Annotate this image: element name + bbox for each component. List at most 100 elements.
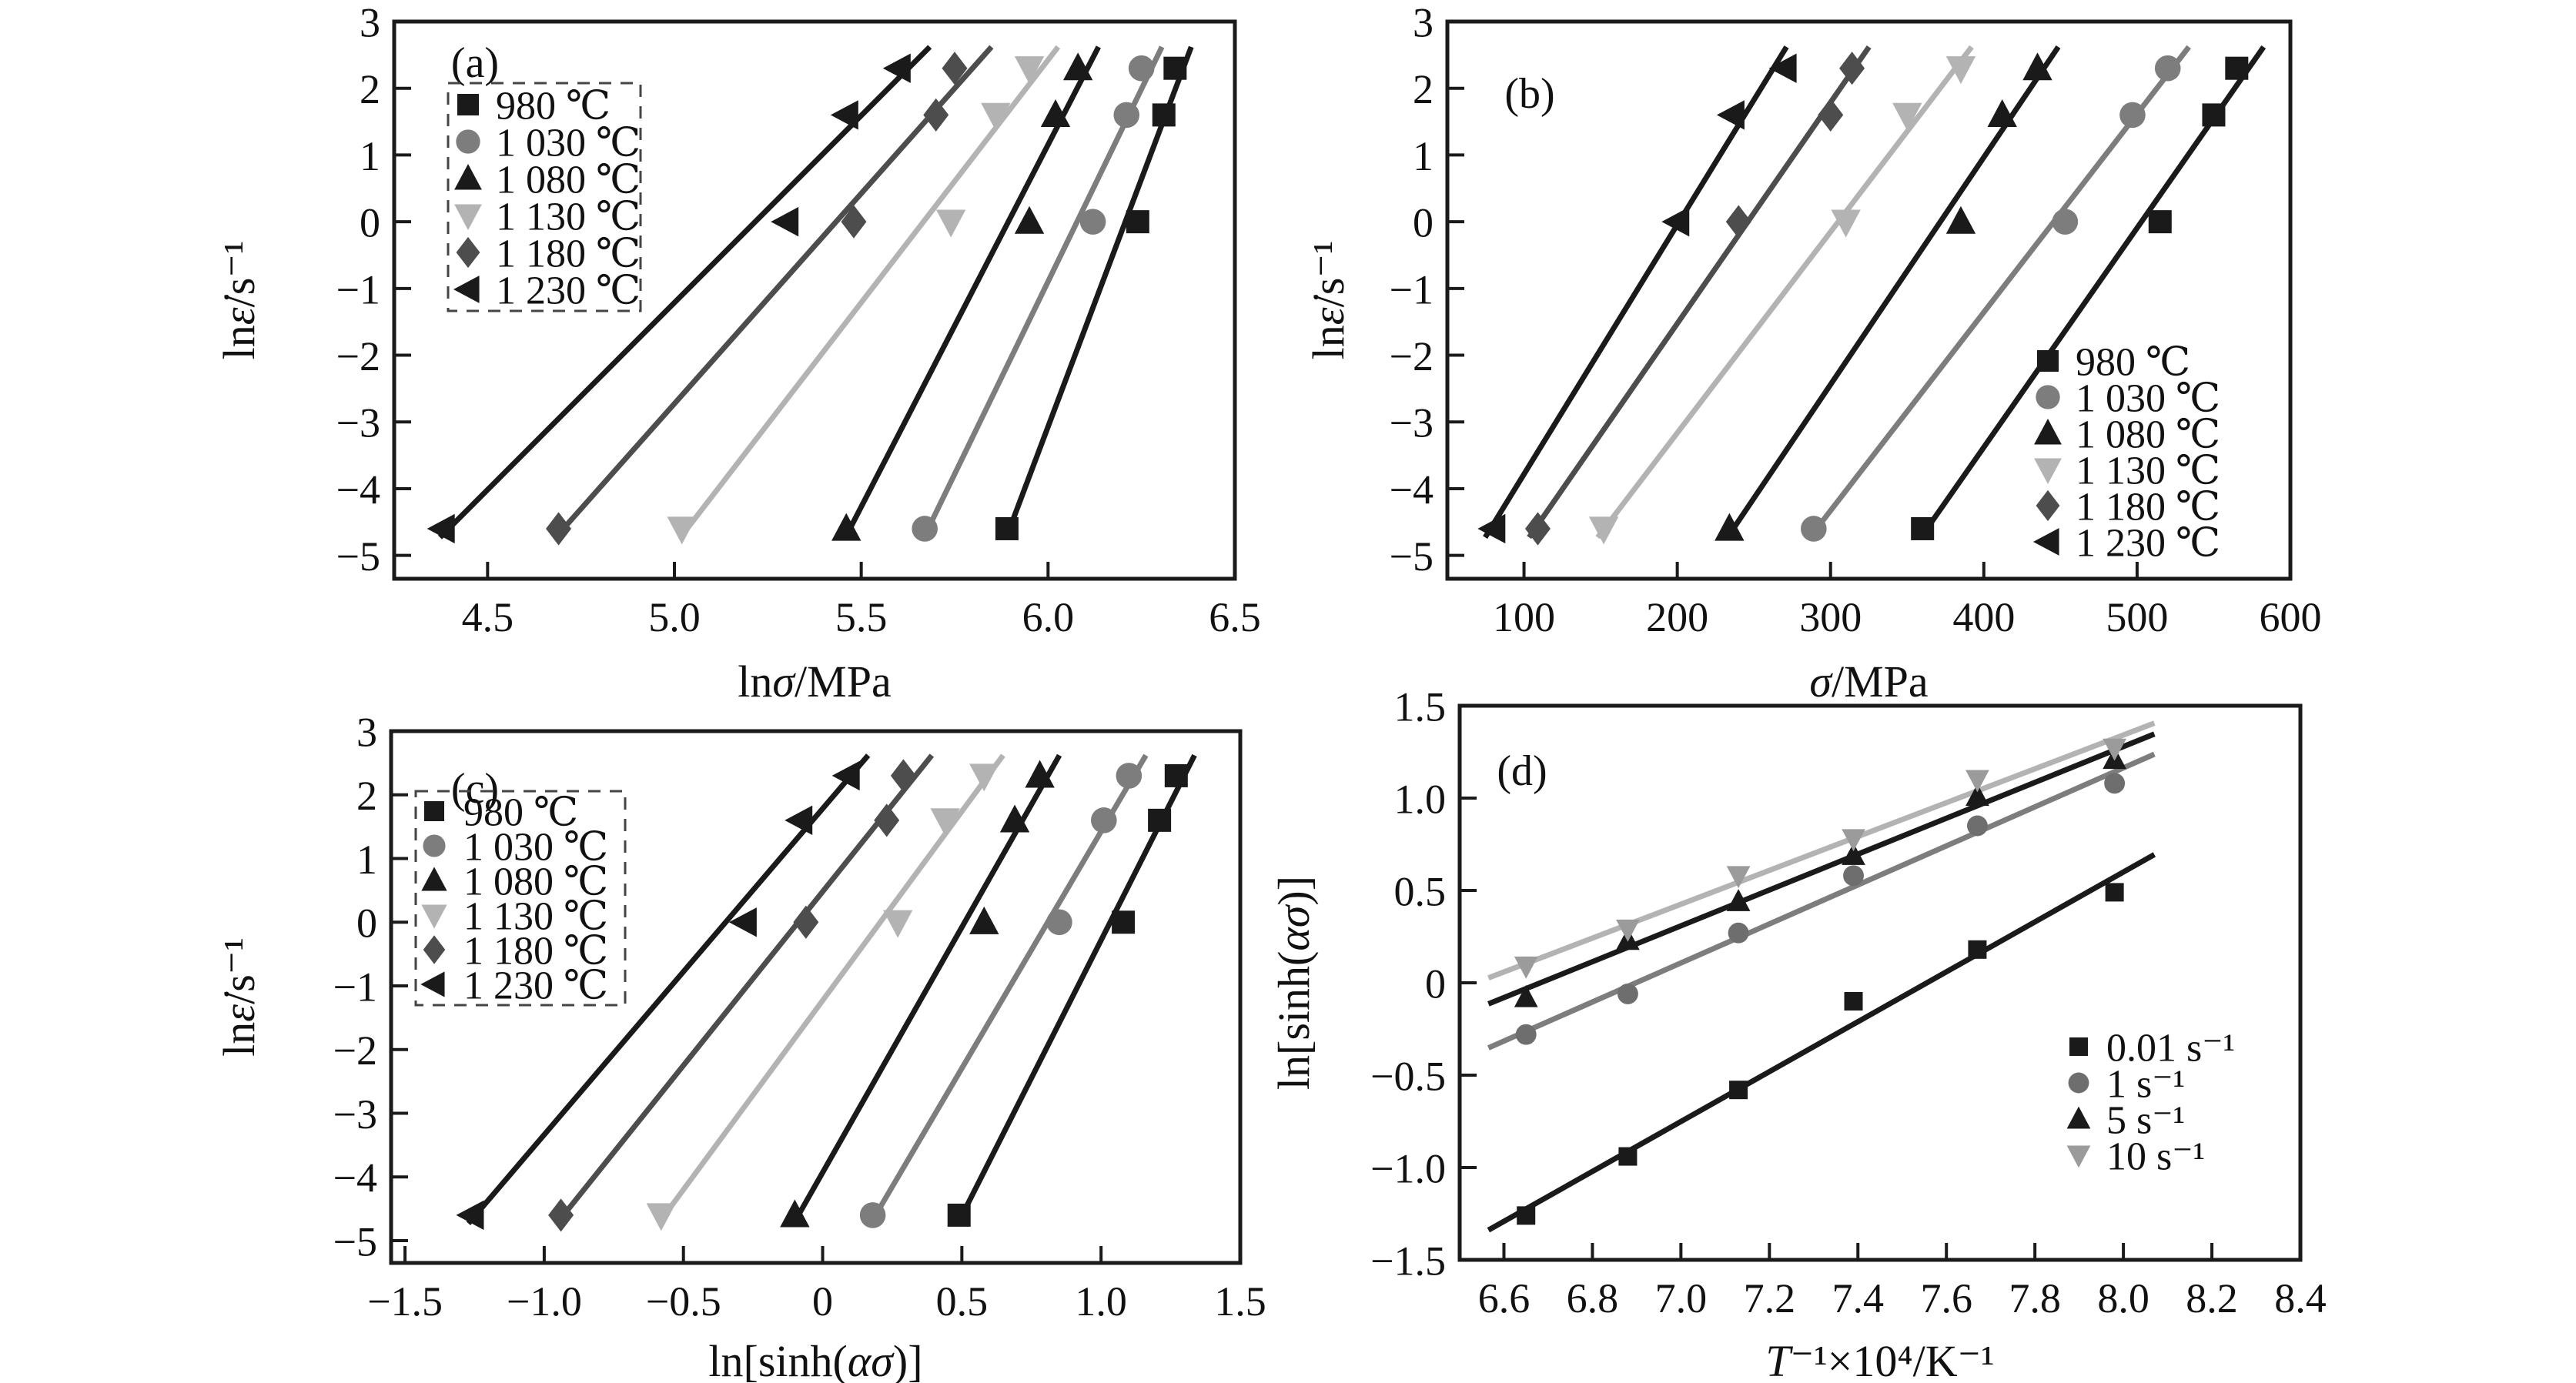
- x-tick-label: 400: [1952, 594, 2015, 640]
- legend-label: 980 ℃: [496, 85, 611, 129]
- data-point-circle: [1079, 209, 1106, 235]
- x-axis-title: σ/MPa: [1809, 656, 1928, 707]
- y-tick-label: −3: [333, 1091, 377, 1137]
- legend-marker-square: [424, 801, 444, 821]
- legend-label: 1 230 ℃: [463, 964, 608, 1008]
- data-point-triangle-up: [969, 906, 999, 934]
- y-tick-label: −1: [333, 964, 377, 1010]
- data-point-square: [1148, 808, 1172, 832]
- data-point-circle: [1090, 807, 1117, 833]
- data-point-triangle-down: [1945, 56, 1976, 85]
- data-point-triangle-up: [1025, 760, 1055, 788]
- data-point-square: [2148, 210, 2172, 234]
- legend-marker-square: [2037, 350, 2059, 372]
- data-point-circle: [1113, 102, 1140, 129]
- trend-line: [438, 45, 932, 540]
- x-tick-label: 7.6: [1920, 1275, 1972, 1321]
- panel-tag: (d): [1497, 747, 1547, 795]
- data-point-triangle-up: [1965, 783, 1989, 807]
- y-tick-label: −5: [336, 533, 380, 580]
- x-tick-label: 6.5: [1209, 594, 1261, 640]
- data-point-circle: [1046, 909, 1072, 936]
- x-tick-label: 100: [1493, 594, 1555, 640]
- x-tick-label: 7.8: [2009, 1275, 2061, 1321]
- x-tick-label: 8.2: [2186, 1275, 2238, 1321]
- legend-label: 1 130 ℃: [2076, 449, 2220, 493]
- y-tick-label: 2: [356, 773, 377, 819]
- panel-c-ln-sinh: −1.5 −1.0 −0.5 0 0.5 1.0 1.5 3 2 1 0 −1 −2 −3 −4 −5 ln[s…: [214, 709, 1266, 1383]
- y-tick-label: −3: [336, 400, 380, 446]
- legend-marker-circle: [2068, 1072, 2089, 1094]
- data-point-circle: [912, 516, 938, 542]
- trend-line: [921, 45, 1165, 539]
- legend-label: 1 030 ℃: [2076, 377, 2220, 421]
- data-point-square: [2202, 103, 2226, 127]
- y-tick-label: 1.0: [1394, 776, 1447, 822]
- data-point-diamond: [1839, 52, 1865, 85]
- legend-marker-circle: [2036, 385, 2060, 409]
- data-point-triangle-up: [2022, 52, 2052, 81]
- data-point-diamond: [923, 98, 949, 132]
- data-point-triangle-left: [785, 805, 813, 836]
- data-point-triangle-up: [1945, 205, 1976, 234]
- x-tick-label: 0.5: [936, 1278, 989, 1325]
- panel-tag: (b): [1504, 70, 1554, 118]
- x-tick-label: 4.5: [462, 594, 514, 640]
- data-point-triangle-down: [1514, 956, 1538, 979]
- x-tick-label: 6.0: [1022, 594, 1075, 640]
- data-point-triangle-up: [1514, 984, 1538, 1007]
- trend-line: [678, 45, 1061, 540]
- y-tick-label: 1: [356, 837, 377, 883]
- legend-marker-triangle-down: [454, 204, 482, 231]
- y-tick-label: −4: [336, 466, 380, 513]
- legend-label: 10 s⁻¹: [2106, 1135, 2205, 1179]
- legend-marker-diamond: [2036, 489, 2060, 522]
- legend-label: 1 130 ℃: [463, 895, 608, 939]
- panel-tag: (a): [451, 39, 499, 87]
- data-point-triangle-left: [1661, 206, 1690, 237]
- data-point-diamond: [874, 803, 900, 837]
- data-point-circle: [1617, 983, 1638, 1004]
- y-tick-label: −4: [333, 1155, 377, 1201]
- trend-line: [955, 753, 1197, 1225]
- trend-line: [1487, 720, 2156, 980]
- trend-line: [1483, 45, 1789, 540]
- legend-marker-triangle-left: [2032, 528, 2059, 556]
- legend-label: 1 180 ℃: [2076, 486, 2220, 529]
- legend-label: 1 180 ℃: [496, 232, 641, 276]
- legend-label: 0.01 s⁻¹: [2106, 1027, 2235, 1071]
- legend-label: 1 080 ℃: [2076, 413, 2220, 457]
- trend-line: [868, 753, 1149, 1225]
- y-tick-label: −3: [1390, 400, 1434, 446]
- data-point-triangle-down: [1842, 829, 1865, 852]
- legend-label: 1 230 ℃: [2076, 522, 2220, 566]
- trend-line: [1487, 731, 2156, 1007]
- x-tick-label: −1.5: [367, 1278, 443, 1325]
- data-point-square: [995, 516, 1019, 540]
- data-point-square: [1163, 56, 1187, 80]
- data-point-triangle-down: [1892, 102, 1922, 131]
- trend-line: [1919, 45, 2267, 540]
- data-point-diamond: [548, 1198, 574, 1232]
- legend-label: 1 130 ℃: [496, 195, 641, 239]
- x-tick-label: 7.0: [1655, 1275, 1708, 1321]
- y-axis-title: ln[sinh(ασ)]: [1269, 876, 1319, 1090]
- panel-a-ln-stress: 4.5 5.0 5.5 6.0 6.5 3 2 1 0 −1 −2 −3 −4 −5 lnσ/MPa lnε̇…: [214, 0, 1261, 707]
- y-tick-label: −0.5: [1370, 1053, 1446, 1099]
- legend-marker-triangle-up: [2034, 418, 2062, 445]
- x-tick-label: 8.4: [2274, 1275, 2327, 1321]
- data-point-square: [2225, 56, 2249, 80]
- legend-box: [414, 790, 627, 1007]
- y-tick-label: −5: [333, 1218, 377, 1264]
- data-point-triangle-down: [882, 910, 913, 938]
- y-axis-title: lnε̇/s⁻¹: [1303, 241, 1353, 360]
- data-point-triangle-left: [1716, 100, 1745, 130]
- legend-marker-triangle-up: [421, 867, 447, 891]
- data-point-circle: [1843, 865, 1864, 887]
- data-point-diamond: [841, 205, 867, 239]
- data-point-triangle-up: [780, 1199, 810, 1228]
- data-point-triangle-down: [2103, 738, 2126, 761]
- x-tick-label: 600: [2260, 594, 2322, 640]
- data-point-square: [1517, 1206, 1536, 1225]
